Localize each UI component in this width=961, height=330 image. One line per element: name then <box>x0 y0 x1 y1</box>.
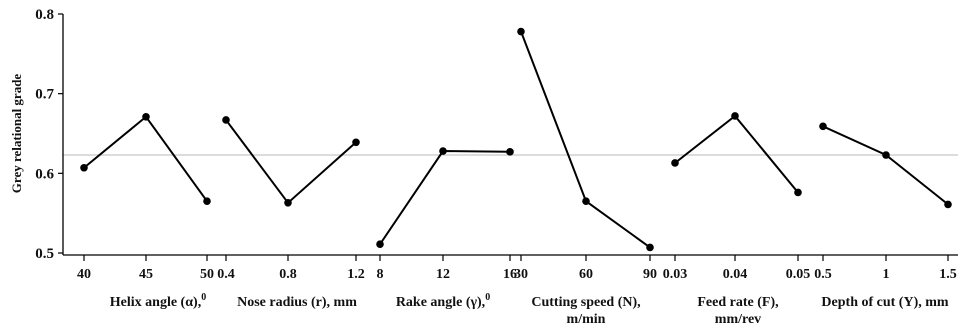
data-point <box>203 197 211 206</box>
data-point <box>882 151 890 159</box>
factor-label: Helix angle (α),0 <box>110 292 206 310</box>
factor-label: Feed rate (F), <box>697 295 778 310</box>
data-point <box>582 197 590 206</box>
x-tick-label: 1 <box>883 267 890 282</box>
data-point <box>794 188 802 197</box>
data-point <box>646 243 654 252</box>
data-point <box>352 138 360 147</box>
factor-label-text: Helix angle (α), <box>110 295 201 310</box>
x-tick-label: 12 <box>436 267 450 282</box>
factor-label-text: Nose radius (r), mm <box>237 295 357 310</box>
factor-label-unit: mm/rev <box>715 312 761 327</box>
data-point <box>819 122 827 131</box>
factor-label-unit: m/min <box>567 312 606 327</box>
factor-label-superscript: 0 <box>485 292 490 303</box>
data-point <box>439 147 447 155</box>
data-point <box>222 116 230 124</box>
x-tick-label: 8 <box>377 267 384 282</box>
x-tick-label: 0.05 <box>786 267 811 282</box>
x-tick-label: 0.04 <box>723 267 748 282</box>
factor-label-text: Rake angle (γ), <box>396 295 485 310</box>
factor-panel: 0.03 0.04 0.05 Feed rate (F), mm/rev <box>663 112 811 327</box>
x-tick-label: 1.5 <box>939 267 957 282</box>
factor-panel: 40 45 50 Helix angle (α),0 <box>77 112 214 310</box>
factor-label-text: Feed rate (F), <box>697 295 778 310</box>
data-point <box>80 163 88 172</box>
factor-label: Rake angle (γ),0 <box>396 292 490 310</box>
y-ticks: 0.5 0.6 0.7 0.8 <box>35 7 63 262</box>
factor-panel: 8 12 16 Rake angle (γ),0 <box>376 147 517 310</box>
series-line <box>822 125 949 206</box>
y-axis-label: Grey relational grade <box>9 74 24 194</box>
factor-label: Depth of cut (Y), mm <box>821 295 948 310</box>
x-tick-label: 45 <box>139 267 153 282</box>
data-point <box>517 27 525 36</box>
factor-panel: 0.4 0.8 1.2 Nose radius (r), mm <box>217 116 365 310</box>
x-tick-label: 50 <box>200 267 214 282</box>
y-tick-label: 0.6 <box>35 166 54 182</box>
x-tick-label: 90 <box>643 267 657 282</box>
factor-label: Nose radius (r), mm <box>237 295 357 310</box>
x-tick-label: 0.5 <box>814 267 832 282</box>
series-line <box>520 31 651 249</box>
data-point <box>284 199 292 207</box>
x-tick-label: 1.2 <box>347 267 365 282</box>
series-line <box>674 114 799 194</box>
y-tick-label: 0.8 <box>35 7 54 23</box>
factor-label-superscript: 0 <box>201 292 206 303</box>
factor-label: Cutting speed (N), <box>531 295 640 310</box>
data-point <box>142 112 150 121</box>
y-tick-label: 0.7 <box>35 87 54 103</box>
x-tick-label: 30 <box>514 267 528 282</box>
x-tick-label: 0.8 <box>279 267 297 282</box>
x-tick-label: 16 <box>503 267 517 282</box>
x-tick-label: 0.4 <box>217 267 235 282</box>
data-point <box>376 240 384 249</box>
series-line <box>225 119 357 205</box>
data-point <box>506 148 514 156</box>
x-tick-label: 60 <box>579 267 593 282</box>
x-tick-label: 40 <box>77 267 91 282</box>
y-tick-label: 0.5 <box>35 246 54 262</box>
series-line <box>379 150 511 245</box>
x-tick-label: 0.03 <box>663 267 688 282</box>
data-point <box>944 200 952 209</box>
factor-label-text: Cutting speed (N), <box>531 295 640 310</box>
data-point <box>671 159 679 167</box>
factor-label-text: Depth of cut (Y), mm <box>821 295 948 310</box>
data-point <box>731 112 739 120</box>
series-line <box>83 115 208 202</box>
factor-panel: 0.5 1 1.5 Depth of cut (Y), mm <box>814 122 957 310</box>
